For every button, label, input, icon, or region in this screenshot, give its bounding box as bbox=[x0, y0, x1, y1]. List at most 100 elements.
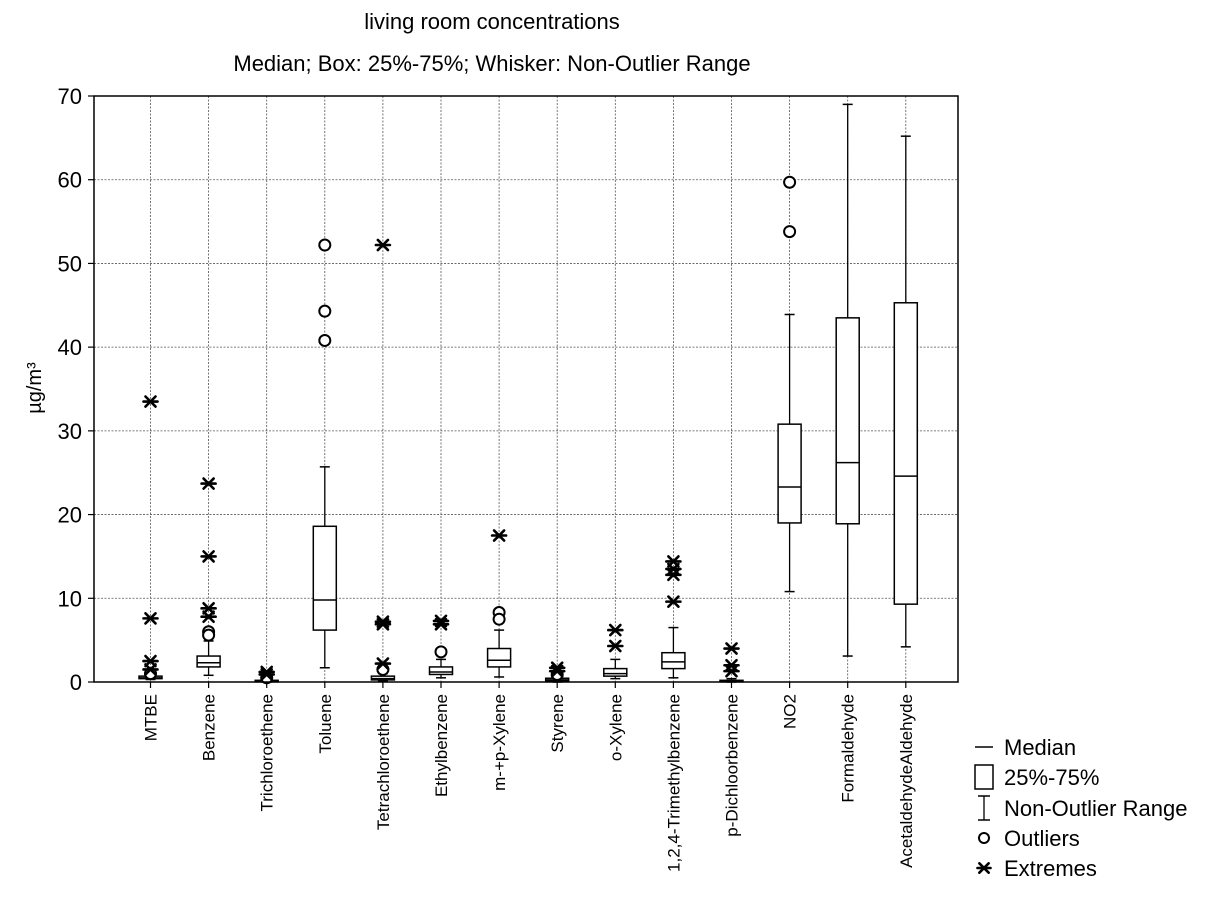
y-axis-ticks: 0 10 20 30 40 50 60 70 bbox=[58, 84, 94, 695]
extreme-stroke bbox=[667, 568, 680, 582]
extreme-stroke bbox=[144, 612, 157, 625]
iqr-box bbox=[661, 651, 686, 670]
extreme-point bbox=[723, 642, 740, 655]
iqr-box bbox=[603, 667, 628, 677]
legend-item: 25%-75% bbox=[974, 764, 1099, 790]
x-tick-label: Tetrachloroethene bbox=[374, 694, 393, 830]
legend-label: Median bbox=[1004, 735, 1076, 760]
outlier-point bbox=[318, 238, 332, 252]
x-tick-label: NO2 bbox=[781, 694, 800, 729]
extreme-point bbox=[200, 477, 217, 490]
extreme-stroke bbox=[608, 623, 622, 637]
legend-extreme-symbol bbox=[976, 862, 992, 874]
outlier-point bbox=[318, 304, 332, 318]
extreme-point bbox=[142, 663, 159, 676]
extreme-stroke bbox=[202, 550, 215, 563]
x-tick-label: Formaldehyde bbox=[839, 694, 858, 803]
iqr-box bbox=[312, 525, 338, 631]
iqr-box bbox=[893, 302, 919, 605]
x-tick-label: p-Dichloorbenzene bbox=[723, 694, 742, 837]
extreme-stroke bbox=[376, 238, 390, 252]
extreme-point bbox=[374, 657, 392, 670]
y-tick-label: 60 bbox=[58, 168, 82, 193]
extreme-point bbox=[665, 595, 682, 608]
x-tick-label: m-+p-Xylene bbox=[490, 694, 509, 791]
x-tick-label: Benzene bbox=[200, 694, 219, 761]
outlier-point bbox=[783, 225, 797, 239]
extreme-stroke bbox=[144, 663, 157, 676]
x-tick-label: MTBE bbox=[142, 694, 161, 741]
outlier-point bbox=[783, 175, 797, 189]
outlier-point bbox=[318, 333, 332, 347]
extreme-stroke bbox=[608, 639, 622, 653]
extreme-stroke bbox=[144, 395, 157, 408]
outlier-point bbox=[492, 612, 506, 626]
legend-item: Outliers bbox=[978, 826, 1080, 851]
legend-label: Non-Outlier Range bbox=[1004, 796, 1187, 821]
extreme-stroke bbox=[492, 529, 506, 542]
extreme-stroke bbox=[978, 862, 990, 874]
outlier-point bbox=[376, 662, 390, 676]
legend-box-symbol bbox=[974, 764, 994, 790]
y-tick-label: 0 bbox=[70, 670, 82, 695]
extreme-stroke bbox=[434, 617, 448, 631]
box-item bbox=[138, 395, 163, 681]
extreme-point bbox=[374, 238, 392, 252]
box-series bbox=[138, 103, 919, 685]
extreme-point bbox=[142, 395, 159, 408]
y-tick-label: 50 bbox=[58, 251, 82, 276]
iqr-box bbox=[428, 666, 454, 676]
category-labels: MTBE Benzene Trichloroethene Toluene Tetrach… bbox=[142, 682, 916, 872]
extreme-point bbox=[723, 664, 740, 678]
extreme-stroke bbox=[376, 657, 390, 670]
extreme-stroke bbox=[550, 664, 564, 678]
extreme-point bbox=[432, 617, 450, 631]
x-tick-label: Ethylbenzene bbox=[432, 694, 451, 797]
box-item bbox=[661, 555, 686, 679]
extreme-point bbox=[490, 529, 508, 542]
legend-item: Non-Outlier Range bbox=[978, 795, 1187, 821]
chart-title: living room concentrations bbox=[364, 9, 620, 34]
y-axis-label: µg/m³ bbox=[24, 362, 46, 414]
x-tick-label: 1,2,4-Trimethylbenzene bbox=[664, 694, 683, 872]
box-item bbox=[254, 665, 279, 685]
extreme-stroke bbox=[202, 477, 215, 490]
legend-label: Extremes bbox=[1004, 856, 1097, 881]
outlier-point bbox=[434, 645, 448, 659]
x-tick-label: Trichloroethene bbox=[258, 694, 277, 812]
box-item bbox=[544, 661, 570, 683]
grid-lines bbox=[94, 96, 958, 682]
extreme-point bbox=[374, 617, 392, 631]
iqr-box bbox=[835, 317, 860, 525]
x-tick-label: AcetaldehydeAldehyde bbox=[897, 694, 916, 868]
box-item bbox=[312, 238, 338, 669]
box-item bbox=[428, 614, 454, 679]
plot-frame bbox=[93, 95, 959, 683]
extreme-point bbox=[200, 610, 217, 624]
extreme-stroke bbox=[725, 642, 738, 655]
box-item bbox=[370, 238, 396, 682]
legend-item: Extremes bbox=[976, 856, 1097, 881]
extreme-stroke bbox=[667, 595, 680, 608]
extreme-stroke bbox=[260, 668, 274, 681]
box-item bbox=[603, 623, 628, 680]
extreme-point bbox=[258, 668, 276, 681]
iqr-box bbox=[777, 423, 802, 524]
legend-outlier-symbol bbox=[978, 832, 990, 844]
outlier-point bbox=[202, 628, 216, 642]
box-item bbox=[196, 477, 221, 677]
iqr-box bbox=[486, 647, 512, 668]
legend-label: 25%-75% bbox=[1004, 765, 1099, 790]
y-tick-label: 30 bbox=[58, 419, 82, 444]
y-tick-label: 70 bbox=[58, 84, 82, 109]
y-tick-label: 40 bbox=[58, 335, 82, 360]
extreme-point bbox=[200, 550, 217, 563]
extreme-stroke bbox=[376, 617, 390, 631]
box-item bbox=[835, 103, 860, 657]
extreme-stroke bbox=[725, 664, 738, 678]
extreme-point bbox=[548, 664, 566, 678]
x-tick-label: Styrene bbox=[548, 694, 567, 753]
chart-subtitle: Median; Box: 25%-75%; Whisker: Non-Outli… bbox=[233, 51, 750, 76]
x-tick-label: o-Xylene bbox=[606, 694, 625, 761]
